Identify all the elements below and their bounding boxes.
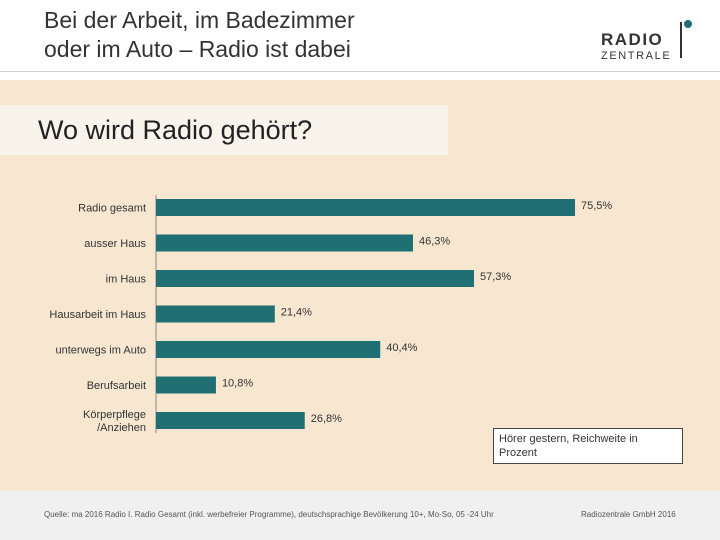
category-label-1: ausser Haus bbox=[84, 238, 146, 250]
value-label-6: 26,8% bbox=[311, 413, 342, 425]
header-divider bbox=[0, 71, 720, 72]
value-label-1: 46,3% bbox=[419, 236, 450, 248]
value-label-4: 40,4% bbox=[386, 342, 417, 354]
legend-box: Hörer gestern, Reichweite in Prozent bbox=[493, 428, 683, 464]
bar-1 bbox=[156, 234, 413, 252]
logo-text-zentrale: ZENTRALE bbox=[601, 50, 672, 62]
bar-6 bbox=[156, 412, 305, 429]
category-label-0: Radio gesamt bbox=[78, 203, 146, 215]
logo-dot-icon bbox=[684, 20, 692, 28]
bar-4 bbox=[156, 341, 381, 358]
chart-panel: Wo wird Radio gehört? Radio gesamt 75,5% a… bbox=[0, 80, 720, 491]
bar-chart: Radio gesamt 75,5% ausser Haus 46,3% im Haus… bbox=[49, 195, 612, 434]
value-label-0: 75,5% bbox=[581, 200, 612, 212]
copyright-note: Radiozentrale GmbH 2016 bbox=[581, 510, 676, 519]
logo-text-radio: RADIO bbox=[601, 30, 664, 49]
value-label-3: 21,4% bbox=[281, 307, 312, 319]
title-line-1: Bei der Arbeit, im Badezimmer bbox=[44, 7, 355, 33]
category-label-6: Körperpflege/Anziehen bbox=[83, 409, 146, 434]
bar-0 bbox=[156, 199, 576, 216]
footer: Quelle: ma 2016 Radio I. Radio Gesamt (i… bbox=[0, 491, 720, 540]
question-banner: Wo wird Radio gehört? bbox=[0, 105, 448, 155]
source-note: Quelle: ma 2016 Radio I. Radio Gesamt (i… bbox=[44, 510, 494, 519]
value-label-2: 57,3% bbox=[480, 271, 511, 283]
header: Bei der Arbeit, im Badezimmer oder im Au… bbox=[0, 0, 720, 72]
title-line-2: oder im Auto – Radio ist dabei bbox=[44, 36, 351, 62]
category-label-5: Berufsarbeit bbox=[87, 380, 146, 392]
category-label-3: Hausarbeit im Haus bbox=[49, 309, 146, 321]
value-label-5: 10,8% bbox=[222, 378, 253, 390]
bar-5 bbox=[156, 376, 216, 394]
category-label-4: unterwegs im Auto bbox=[56, 345, 147, 357]
logo-bar bbox=[680, 22, 682, 58]
bar-3 bbox=[156, 305, 275, 323]
chart-title: Wo wird Radio gehört? bbox=[38, 115, 313, 145]
bar-2 bbox=[156, 270, 475, 287]
page-title: Bei der Arbeit, im Badezimmer oder im Au… bbox=[44, 6, 514, 64]
radio-zentrale-logo: RADIO ZENTRALE bbox=[598, 20, 698, 64]
category-label-2: im Haus bbox=[106, 274, 147, 286]
